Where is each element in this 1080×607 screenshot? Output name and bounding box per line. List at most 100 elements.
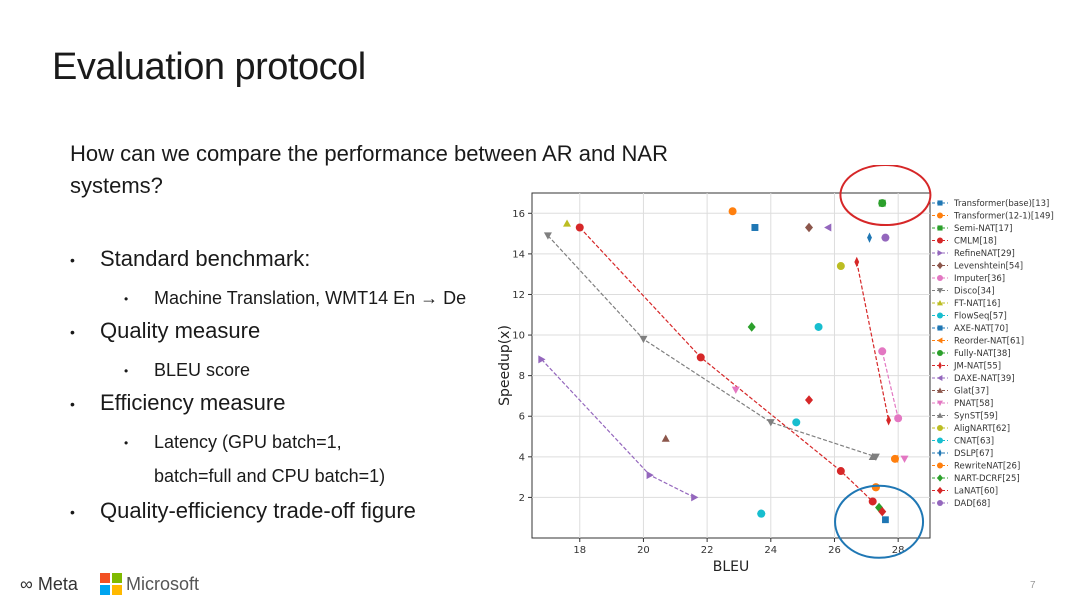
data-point bbox=[575, 223, 584, 232]
sub-bullet-text: BLEU score bbox=[154, 360, 251, 380]
x-tick-label: 20 bbox=[637, 545, 650, 556]
data-point bbox=[878, 199, 887, 208]
slide-question: How can we compare the performance betwe… bbox=[70, 141, 668, 198]
data-point bbox=[563, 219, 572, 227]
legend-label: JM-NAT[55] bbox=[953, 362, 1001, 372]
legend-marker bbox=[937, 300, 943, 306]
data-point bbox=[792, 418, 801, 427]
y-tick-label: 6 bbox=[519, 412, 525, 423]
data-point bbox=[867, 232, 872, 243]
legend-label: Levenshtein[54] bbox=[954, 262, 1023, 272]
y-axis-label: Speedup(x) bbox=[497, 325, 513, 406]
microsoft-logo-text: Microsoft bbox=[126, 574, 200, 594]
legend-label: Reorder-NAT[61] bbox=[954, 337, 1024, 347]
legend-label: DAD[68] bbox=[954, 499, 990, 509]
legend-marker bbox=[937, 325, 943, 331]
data-point bbox=[543, 232, 552, 240]
data-point bbox=[805, 395, 814, 405]
legend-label: PNAT[58] bbox=[954, 399, 993, 409]
data-point bbox=[900, 455, 909, 463]
meta-logo-text: Meta bbox=[37, 574, 78, 594]
legend-marker bbox=[937, 312, 943, 319]
data-point bbox=[882, 516, 889, 524]
legend-marker bbox=[937, 350, 943, 356]
series-line bbox=[579, 227, 874, 502]
y-tick-label: 14 bbox=[512, 249, 525, 260]
data-point bbox=[894, 414, 903, 423]
y-tick-label: 4 bbox=[519, 452, 525, 463]
data-point bbox=[747, 322, 756, 332]
data-point bbox=[881, 233, 890, 242]
data-point bbox=[646, 471, 654, 480]
data-point bbox=[639, 335, 648, 344]
bullet-text: Quality measure bbox=[100, 318, 261, 343]
meta-logo: ∞ Meta bbox=[20, 574, 78, 594]
y-tick-label: 8 bbox=[519, 371, 525, 382]
legend-label: Glat[37] bbox=[954, 387, 989, 397]
data-point bbox=[757, 509, 766, 518]
bullet-dot: • bbox=[70, 252, 75, 268]
legend-marker bbox=[937, 387, 943, 393]
slide-title: Evaluation protocol bbox=[52, 46, 366, 88]
data-point bbox=[878, 506, 887, 517]
legend-marker bbox=[938, 361, 942, 370]
data-point bbox=[836, 467, 845, 476]
x-axis-label: BLEU bbox=[713, 559, 750, 575]
legend-label: FT-NAT[16] bbox=[954, 299, 1000, 309]
x-tick-label: 22 bbox=[701, 545, 714, 556]
legend-marker bbox=[937, 375, 943, 381]
x-tick-label: 18 bbox=[573, 545, 586, 556]
legend-marker bbox=[937, 500, 943, 506]
legend-marker bbox=[937, 261, 943, 270]
legend-marker bbox=[937, 400, 943, 406]
legend-label: AligNART[62] bbox=[954, 424, 1010, 434]
speedup-bleu-chart: 18 20 22 24 26 28246810121416BLEUSpeedup(x)Tr… bbox=[497, 165, 1054, 575]
x-tick-label: 28 bbox=[892, 545, 905, 556]
series-line bbox=[881, 351, 899, 419]
legend-label: DAXE-NAT[39] bbox=[954, 374, 1015, 384]
legend-label: RefineNAT[29] bbox=[954, 249, 1015, 259]
data-point bbox=[886, 415, 892, 426]
bullet-dot: • bbox=[70, 324, 75, 340]
legend-marker bbox=[937, 337, 943, 344]
annotation-circle-top bbox=[839, 165, 932, 227]
legend-marker bbox=[937, 412, 943, 418]
legend-label: CMLM[18] bbox=[954, 237, 997, 247]
legend-marker bbox=[937, 462, 943, 469]
legend-label: DSLP[67] bbox=[954, 449, 993, 459]
data-point bbox=[836, 262, 845, 271]
data-point bbox=[751, 224, 759, 231]
data-point bbox=[661, 434, 670, 442]
legend-marker bbox=[937, 237, 943, 244]
legend-marker bbox=[938, 449, 942, 457]
y-tick-label: 2 bbox=[519, 493, 525, 504]
sub-bullet-text: batch=full and CPU batch=1) bbox=[154, 466, 386, 486]
legend-label: Transformer(12-1)[149] bbox=[953, 212, 1054, 222]
data-point bbox=[871, 483, 880, 492]
legend-label: Imputer[36] bbox=[954, 274, 1005, 284]
data-point bbox=[878, 347, 887, 356]
legend-label: SynST[59] bbox=[954, 412, 998, 422]
legend-label: FlowSeq[57] bbox=[954, 312, 1007, 322]
x-tick-label: 26 bbox=[828, 545, 841, 556]
legend-label: CNAT[63] bbox=[954, 437, 994, 447]
legend-label: LaNAT[60] bbox=[954, 487, 998, 497]
microsoft-logo-icon bbox=[100, 573, 122, 595]
data-point bbox=[814, 322, 823, 331]
data-point bbox=[875, 502, 884, 513]
data-point bbox=[728, 207, 737, 216]
data-point bbox=[696, 353, 705, 362]
sub-bullet-text: Machine Translation, WMT14 En → De bbox=[154, 288, 467, 308]
data-point bbox=[868, 452, 877, 461]
x-tick-label: 24 bbox=[764, 545, 777, 556]
data-point bbox=[890, 454, 899, 463]
y-tick-label: 16 bbox=[512, 209, 525, 220]
y-tick-label: 10 bbox=[512, 331, 525, 342]
legend-marker bbox=[937, 425, 943, 431]
legend-marker bbox=[937, 437, 943, 444]
legend-label: Semi-NAT[17] bbox=[954, 224, 1013, 234]
bullet-dot: • bbox=[124, 436, 129, 450]
data-point bbox=[766, 419, 775, 427]
legend-label: Fully-NAT[38] bbox=[954, 349, 1011, 359]
legend-marker bbox=[937, 486, 943, 495]
